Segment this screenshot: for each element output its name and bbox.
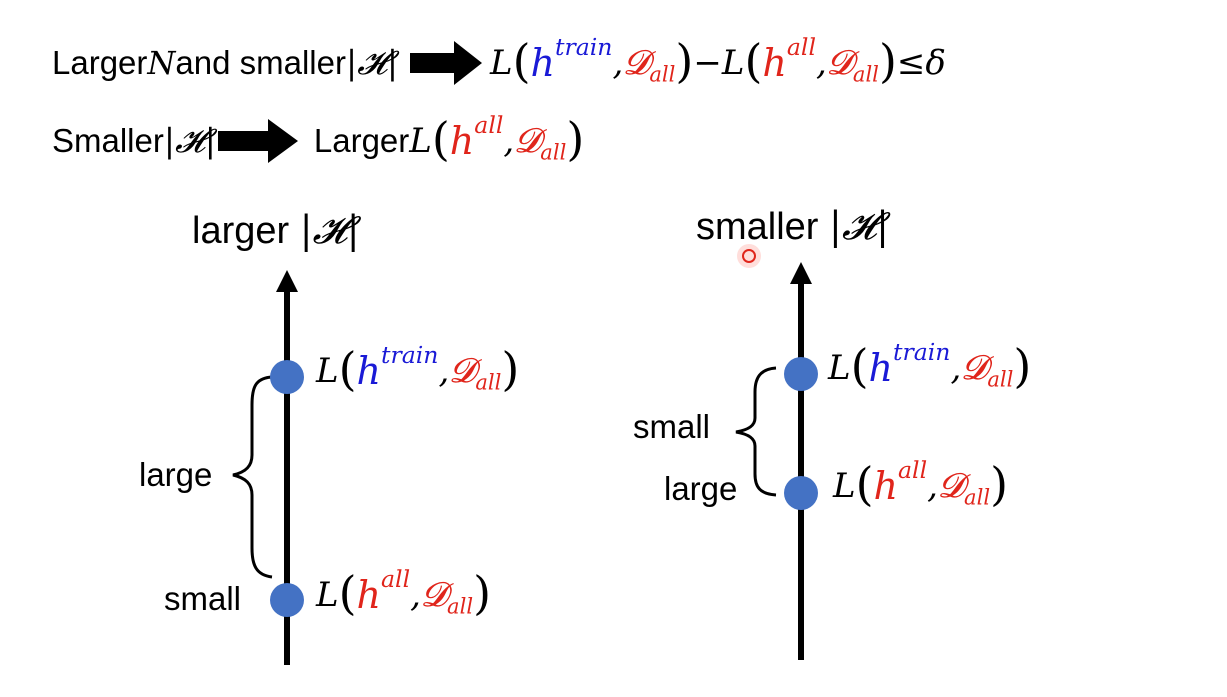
right-title: smaller |𝓗| <box>696 204 889 248</box>
line2-loss: L <box>409 121 432 161</box>
right-lower-label: large <box>664 470 738 507</box>
right-brace-icon <box>735 366 777 497</box>
line2-prefix: Smaller <box>52 122 164 159</box>
line1-loss-2: L <box>721 43 745 83</box>
left-lower-dot <box>270 583 304 617</box>
laser-pointer-icon <box>737 244 761 268</box>
line1-prefix: Larger <box>52 44 148 81</box>
line1-d-all-2: 𝓓all <box>826 43 879 87</box>
statement-line-2: Smaller |𝓗| Larger L ( hall , 𝓓all ) <box>52 110 585 166</box>
left-upper-dot <box>270 360 304 394</box>
line1-loss-1: L <box>489 43 513 83</box>
left-brace-label: large <box>139 456 213 493</box>
line2-larger: Larger <box>313 122 410 159</box>
right-lower-dot <box>784 476 818 510</box>
line2-h-all: hall <box>449 110 504 163</box>
line1-h-all: hall <box>762 32 816 85</box>
right-brace-label: small <box>633 408 711 445</box>
left-title: larger |𝓗| <box>192 208 360 252</box>
implies-arrow-icon-2 <box>217 119 298 163</box>
line2-hypothesis-set: |𝓗| <box>163 121 216 160</box>
line1-middle: and smaller <box>175 44 346 81</box>
line1-n-symbol: N <box>147 44 176 82</box>
right-lower-expression: L ( hall , 𝓓all ) <box>833 455 1009 511</box>
left-lower-label: small <box>164 580 242 617</box>
right-upper-expression: L ( htrain , 𝓓all ) <box>828 337 1032 393</box>
statement-line-1: Larger N and smaller |𝓗| L ( htrain , 𝓓a… <box>52 32 946 88</box>
implies-arrow-icon <box>409 41 482 85</box>
right-upper-dot <box>784 357 818 391</box>
right-axis-arrowhead-icon <box>790 262 812 284</box>
line1-hypothesis-set: |𝓗| <box>345 43 398 82</box>
line2-d-all: 𝓓all <box>514 121 567 165</box>
line1-d-all-1: 𝓓all <box>623 43 676 87</box>
left-brace-icon <box>232 375 273 579</box>
left-upper-expression: L ( htrain , 𝓓all ) <box>316 340 520 396</box>
line1-delta: δ <box>925 43 946 83</box>
left-lower-expression: L ( hall , 𝓓all ) <box>316 564 492 620</box>
line1-h-train: htrain <box>530 32 613 85</box>
left-axis-arrowhead-icon <box>276 270 298 292</box>
